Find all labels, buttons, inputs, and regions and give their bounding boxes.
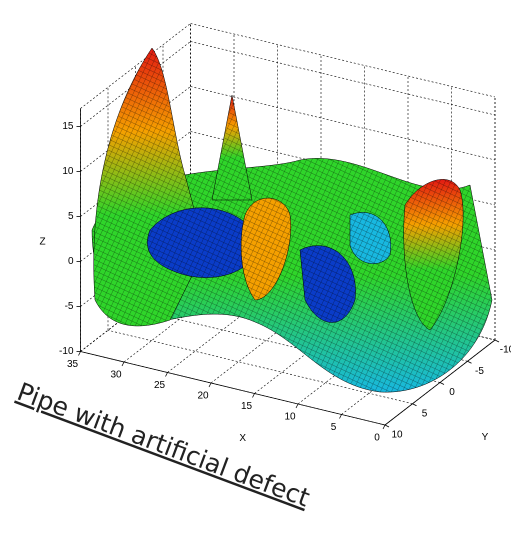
z-tick-label: 5 <box>68 211 74 222</box>
y-tick-label: 0 <box>449 387 455 398</box>
z-tick-label: -5 <box>65 301 74 312</box>
x-tick-label: 35 <box>67 359 79 370</box>
y-tick-label: -10 <box>500 345 511 356</box>
surface-mesh <box>212 95 252 200</box>
z-tick-label: 15 <box>62 121 74 132</box>
tick-mark <box>296 404 298 408</box>
z-tick-label: 0 <box>68 256 74 267</box>
tick-mark <box>209 383 211 387</box>
grid-line <box>191 42 496 116</box>
y-tick-label: -5 <box>475 366 484 377</box>
x-tick-label: 20 <box>197 391 209 402</box>
z-tick-label: -10 <box>59 346 74 357</box>
y-tick-label: 5 <box>422 408 428 419</box>
x-axis-label: X <box>239 433 246 444</box>
tick-mark <box>166 373 168 377</box>
x-tick-label: 25 <box>154 380 166 391</box>
x-tick-label: 30 <box>110 370 122 381</box>
tick-mark <box>413 404 417 406</box>
caption: Pipe with artificial defect <box>13 377 313 513</box>
box-edge <box>191 24 496 98</box>
y-axis-label: Y <box>482 432 489 443</box>
x-tick-label: 15 <box>241 401 253 412</box>
x-tick-label: 10 <box>284 412 296 423</box>
tick-mark <box>468 361 472 363</box>
x-tick-label: 5 <box>331 422 337 433</box>
tick-mark <box>340 415 342 419</box>
y-tick-label: 10 <box>391 430 403 441</box>
tick-mark <box>122 362 124 366</box>
z-axis-label: Z <box>39 237 45 248</box>
z-tick-label: 10 <box>62 166 74 177</box>
tick-mark <box>440 383 444 385</box>
x-tick-label: 0 <box>374 433 380 444</box>
surface-plot: 0 5 10 15 20 25 30 35 -10 -5 0 5 10 -10 -5 0 5 10 15 Z X Y Pi… <box>0 0 511 549</box>
tick-mark <box>79 352 81 356</box>
tick-mark <box>253 394 255 398</box>
tick-mark <box>385 425 389 427</box>
tick-mark <box>495 340 499 342</box>
tick-mark <box>383 425 385 429</box>
